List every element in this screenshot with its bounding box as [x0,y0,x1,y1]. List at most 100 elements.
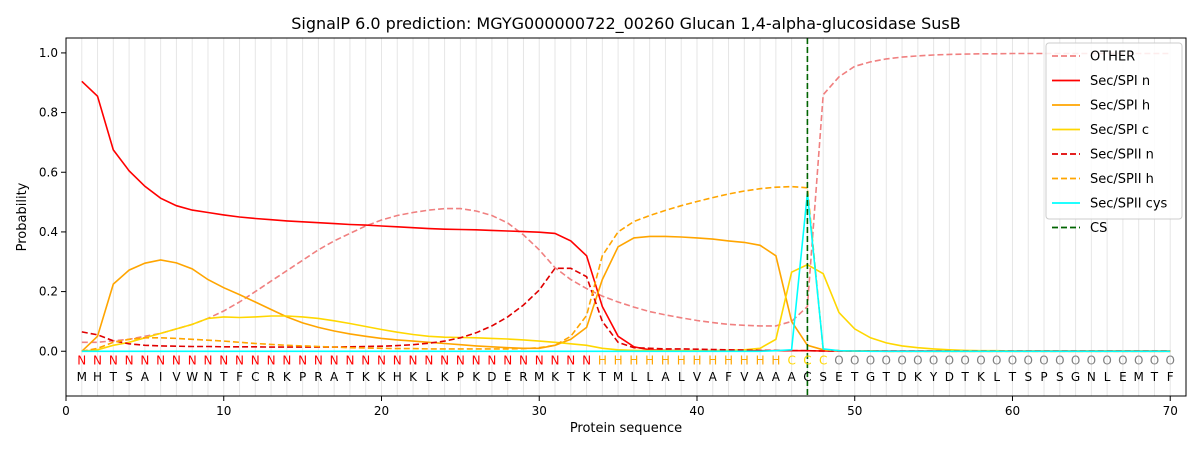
legend: OTHER Sec/SPI n Sec/SPI h Sec/SPI c Sec/SPII… [1045,42,1183,236]
residue-label: K [977,370,986,384]
legend-label: Sec/SPI h [1090,99,1150,114]
region-label: N [203,354,212,368]
residue-label: K [378,370,387,384]
region-label: N [140,354,149,368]
region-label: O [882,354,891,368]
residue-label: W [186,370,198,384]
region-label: N [487,354,496,368]
residue-label: C [803,370,811,384]
axes: 0 10 20 30 40 50 60 70 0.0 0.2 0.4 0.6 0.8 1.0 [39,46,1178,418]
legend-label: OTHER [1090,50,1135,65]
region-label: O [976,354,985,368]
residue-label: T [1008,370,1017,384]
residue-label: T [850,370,859,384]
residue-label: Y [929,370,938,384]
region-label: O [1071,354,1080,368]
x-axis-label: Protein sequence [570,421,682,436]
residue-label: S [1056,370,1064,384]
residue-label: K [914,370,923,384]
region-label: N [582,354,591,368]
x-tick-label: 60 [1005,404,1020,418]
region-label: N [267,354,276,368]
region-label: N [393,354,402,368]
region-label: O [1055,354,1064,368]
residue-label: S [125,370,133,384]
region-label: H [740,354,749,368]
region-label: O [1150,354,1159,368]
residue-label: H [93,370,102,384]
region-label: N [125,354,134,368]
region-label: N [424,354,433,368]
region-label: N [188,354,197,368]
x-tick-label: 70 [1163,404,1178,418]
residue-label: K [472,370,481,384]
region-label: N [409,354,418,368]
region-label: N [235,354,244,368]
x-tick-label: 50 [847,404,862,418]
series-line-4 [81,267,1171,352]
region-label: O [929,354,938,368]
region-label: N [361,354,370,368]
residue-label: V [172,370,181,384]
residue-label: P [457,370,464,384]
residue-label: N [203,370,212,384]
residue-label: L [631,370,638,384]
region-label: O [850,354,859,368]
region-label: O [1165,354,1174,368]
legend-label: Sec/SPII n [1090,148,1154,163]
region-label: N [172,354,181,368]
residue-label: R [519,370,527,384]
legend-box [1045,42,1183,220]
residue-label: D [945,370,954,384]
residue-label: K [283,370,292,384]
residue-label: K [409,370,418,384]
x-tick-label: 10 [216,404,231,418]
legend-label: Sec/SPII h [1090,172,1154,187]
residue-label: A [661,370,670,384]
region-label: N [566,354,575,368]
residue-label: T [882,370,891,384]
region-label: N [93,354,102,368]
region-label: N [330,354,339,368]
residue-label: K [441,370,450,384]
region-label: N [282,354,291,368]
residue-label: S [819,370,827,384]
residue-label: R [267,370,275,384]
region-label: H [598,354,607,368]
region-label: H [692,354,701,368]
region-label: O [1118,354,1127,368]
residue-label: D [897,370,906,384]
region-label: N [440,354,449,368]
residue-label: A [772,370,781,384]
residue-label: I [159,370,163,384]
residue-label: E [1119,370,1127,384]
region-label: N [345,354,354,368]
region-label: H [629,354,638,368]
residue-label: A [788,370,797,384]
residue-label: T [960,370,969,384]
y-tick-label: 0.4 [39,225,58,239]
y-axis-label: Probability [15,182,30,251]
series-line-6 [81,193,1171,353]
plot-frame [65,37,1187,397]
region-label: N [219,354,228,368]
y-tick-label: 0.8 [39,106,58,120]
region-label: O [913,354,922,368]
residue-label: L [646,370,653,384]
residue-label: G [866,370,875,384]
region-label: O [897,354,906,368]
region-label: N [251,354,260,368]
residue-label: V [693,370,702,384]
residue-label: P [299,370,306,384]
region-label: H [614,354,623,368]
region-label: C [803,354,811,368]
residue-label: C [251,370,259,384]
region-label: O [992,354,1001,368]
region-label: C [787,354,795,368]
residue-label: L [993,370,1000,384]
residue-label: A [141,370,150,384]
series-lines [81,38,1171,396]
region-label: N [535,354,544,368]
residue-label: V [740,370,749,384]
